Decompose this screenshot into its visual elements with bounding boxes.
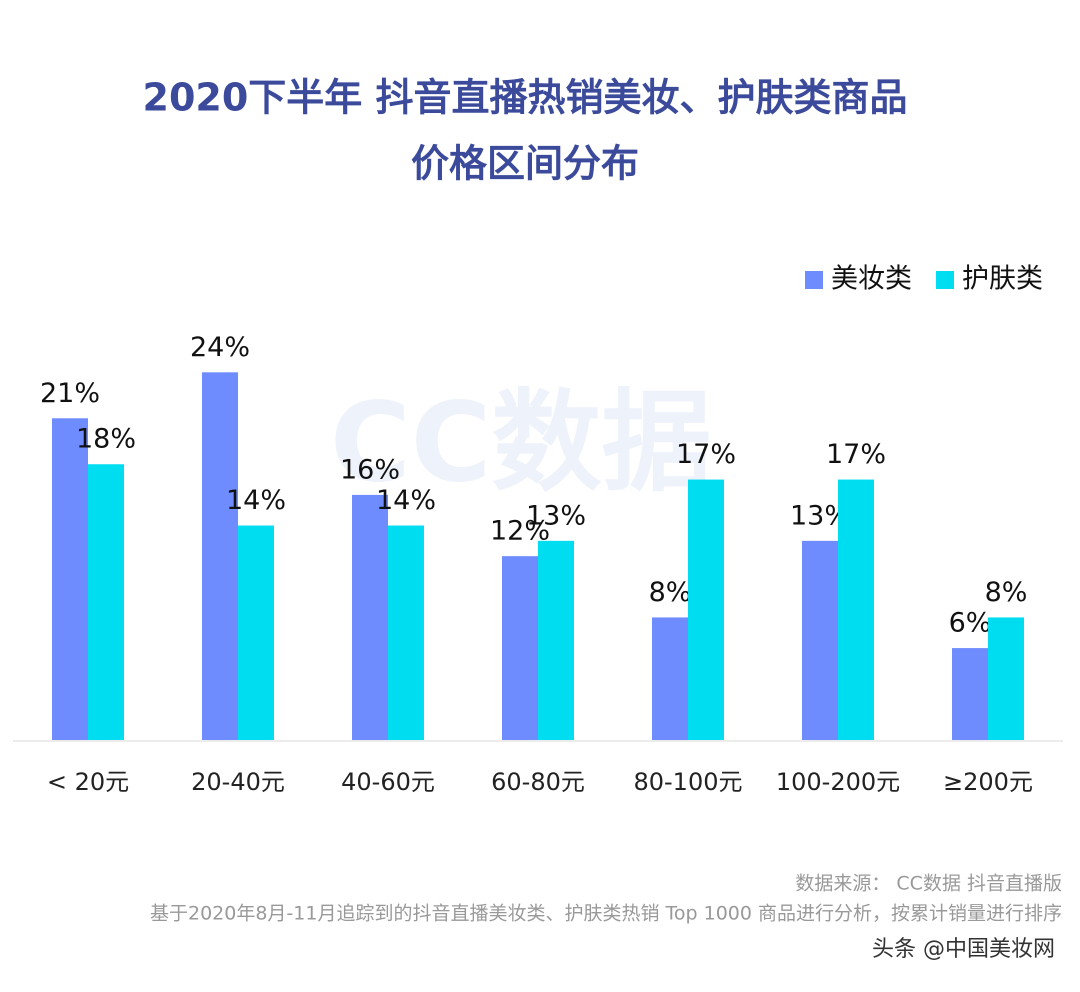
bar: [202, 372, 238, 740]
data-label: 17%: [826, 439, 886, 470]
legend-swatch: [936, 271, 954, 289]
chart-subtitle: 价格区间分布: [411, 142, 639, 186]
data-label: 16%: [340, 454, 400, 485]
credit: 头条 @中国美妆网: [872, 937, 1055, 962]
x-tick-label: 20-40元: [191, 768, 285, 796]
note: 基于2020年8月-11月追踪到的抖音直播美妆类、护肤类热销 Top 1000 …: [150, 903, 1062, 925]
x-tick-label: ≥200元: [943, 768, 1033, 796]
bar: [952, 648, 988, 740]
x-tick-label: 60-80元: [491, 768, 585, 796]
bar: [388, 525, 424, 740]
data-label: 17%: [676, 439, 736, 470]
bar: [802, 540, 838, 740]
bar: [538, 540, 574, 740]
bar: [238, 525, 274, 740]
source: 数据来源： CC数据 抖音直播版: [795, 873, 1062, 895]
legend-label: 美妆类: [831, 264, 912, 295]
data-label: 24%: [190, 332, 250, 363]
x-tick-label: 100-200元: [776, 768, 900, 796]
data-label: 14%: [226, 485, 286, 516]
bar: [352, 494, 388, 740]
bar: [502, 556, 538, 740]
bar: [88, 464, 124, 740]
x-tick-label: < 20元: [47, 768, 129, 796]
data-label: 21%: [40, 378, 100, 409]
data-label: 18%: [76, 424, 136, 455]
data-label: 8%: [649, 577, 692, 608]
legend: 护肤类 美妆类: [805, 264, 1043, 295]
data-label: 8%: [985, 577, 1028, 608]
data-label: 6%: [949, 608, 992, 639]
bar: [988, 617, 1024, 740]
watermark: CC数据: [330, 378, 711, 506]
legend-swatch: [805, 271, 823, 289]
bar: [688, 479, 724, 740]
data-label: 13%: [526, 500, 586, 531]
x-tick-label: 40-60元: [341, 768, 435, 796]
chart-title: 2020下半年 抖音直播热销美妆、护肤类商品: [143, 76, 908, 120]
x-tick-label: 80-100元: [633, 768, 742, 796]
bar: [838, 479, 874, 740]
legend-label: 护肤类: [962, 264, 1043, 295]
data-label: 14%: [376, 485, 436, 516]
bar: [652, 617, 688, 740]
bar: [52, 418, 88, 740]
